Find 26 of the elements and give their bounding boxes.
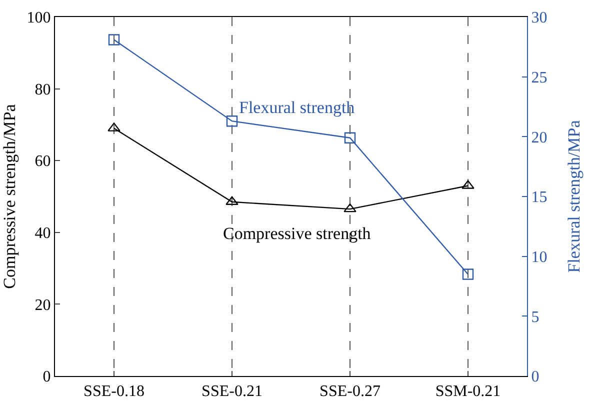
x-tick-label: SSE-0.21 [202,383,262,400]
x-tick-label: SSE-0.18 [84,383,144,400]
point [108,34,120,46]
y2-tick-label: 25 [531,69,548,86]
y2-tick-label: 10 [531,248,548,266]
y-tick-label: 100 [26,10,51,27]
point [344,132,356,144]
series-label: Flexural strength [239,98,356,117]
y2-tick-label: 20 [531,129,548,146]
y-tick-label: 0 [42,368,51,386]
y-axis-title: Compressive strength/MPa [0,104,19,289]
y2-tick-label: 15 [531,189,548,206]
y2-tick-label: 30 [531,10,548,27]
point [344,203,356,212]
y-tick-label: 80 [34,81,51,98]
x-tick-label: SSM-0.21 [435,383,501,400]
y2-tick-label: 0 [531,368,540,386]
point [462,268,474,280]
series-label: Compressive strength [223,224,372,243]
y-tick-label: 20 [34,296,51,314]
x-tick-label: SSE-0.27 [320,383,380,400]
point [226,116,238,127]
y-tick-label: 60 [34,153,51,170]
y2-tick-label: 5 [531,308,540,326]
y2-axis-title: Flexural strength/MPa [564,120,584,273]
y-tick-label: 40 [34,225,51,242]
